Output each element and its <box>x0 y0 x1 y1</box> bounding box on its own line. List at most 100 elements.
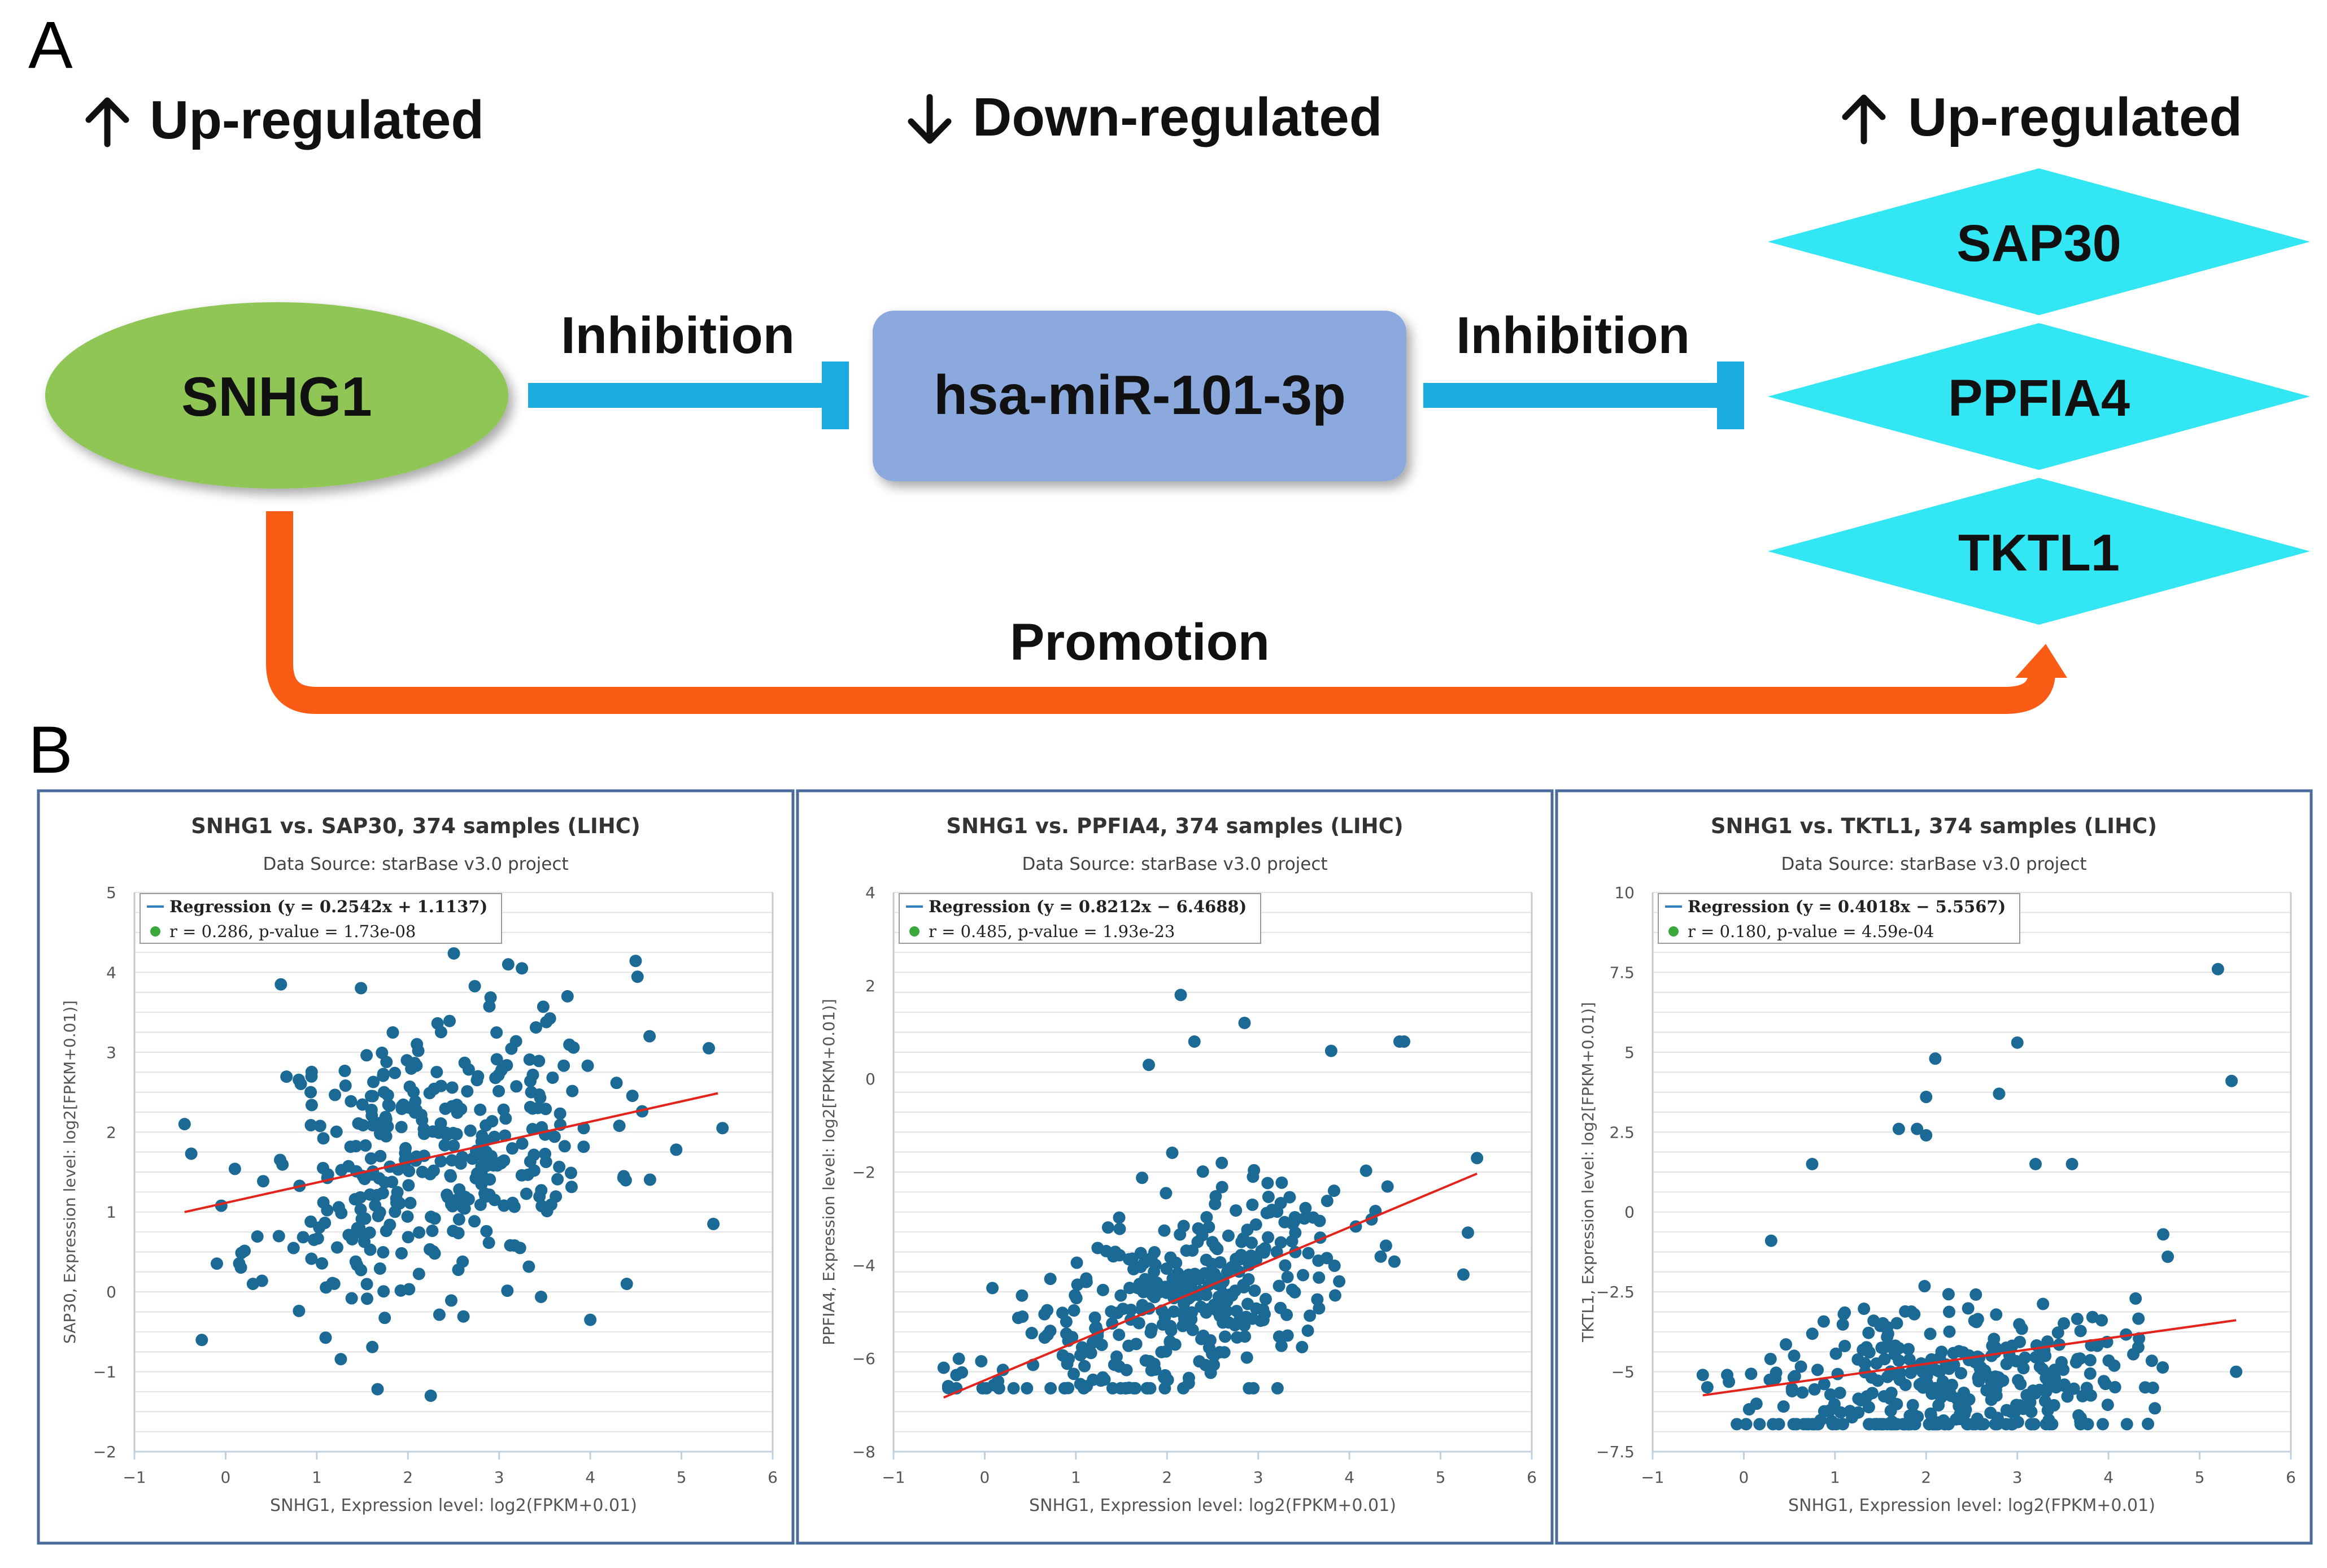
regression-line <box>184 1092 718 1213</box>
data-point <box>1196 1229 1209 1242</box>
data-point <box>178 1118 191 1131</box>
panel-a-label: A <box>28 8 73 82</box>
data-point <box>1324 1044 1337 1057</box>
data-point <box>1237 1279 1250 1292</box>
y-axis-title: TKTL1, Expression level: log2[FPKM+0.01)… <box>1579 1002 1597 1343</box>
data-point <box>2074 1414 2087 1427</box>
data-point <box>1016 1289 1029 1302</box>
data-point <box>1920 1091 1933 1104</box>
data-point <box>2084 1367 2097 1380</box>
data-point <box>1133 1278 1146 1291</box>
data-point <box>433 1308 446 1321</box>
data-point <box>526 1068 539 1081</box>
y-tick-label: 10 <box>1614 883 1635 902</box>
data-point <box>1067 1367 1080 1380</box>
data-point <box>380 1225 393 1238</box>
data-point <box>1217 1316 1230 1329</box>
regression-line <box>1702 1319 2237 1397</box>
data-point <box>2039 1349 2052 1362</box>
data-point <box>321 1168 334 1181</box>
data-point <box>2097 1418 2110 1431</box>
data-point <box>1095 1338 1108 1351</box>
data-point <box>2014 1335 2027 1348</box>
data-point <box>497 1103 510 1116</box>
data-point <box>335 1164 348 1177</box>
data-point <box>1806 1327 1819 1340</box>
data-point <box>1753 1418 1766 1431</box>
legend-point-swatch <box>909 926 920 937</box>
data-point <box>360 1292 373 1305</box>
ppfia4-label: PPFIA4 <box>1948 369 2130 427</box>
data-point <box>1174 1228 1187 1241</box>
legend-point-swatch <box>1668 926 1679 937</box>
data-point <box>1044 1273 1057 1286</box>
x-tick-label: 2 <box>403 1468 413 1487</box>
data-point <box>546 1071 559 1084</box>
data-point <box>377 1068 390 1081</box>
data-point <box>451 1193 464 1206</box>
data-point <box>1924 1327 1937 1340</box>
data-point <box>351 1222 364 1235</box>
x-tick-label: 0 <box>221 1468 231 1487</box>
data-point <box>1149 1258 1162 1271</box>
data-point <box>502 958 515 971</box>
data-point <box>1785 1382 1798 1395</box>
data-point <box>447 1139 460 1152</box>
data-point <box>564 1166 577 1179</box>
data-point <box>210 1257 223 1270</box>
data-point <box>1975 1361 1988 1374</box>
data-point <box>461 1085 474 1098</box>
data-point <box>354 1203 367 1216</box>
data-point <box>434 1026 447 1039</box>
legend-stats-text: r = 0.180, p-value = 4.59e-04 <box>1688 922 1934 941</box>
data-point <box>1160 1187 1173 1200</box>
data-point <box>452 1227 465 1240</box>
inhibition-tee-1 <box>822 361 849 429</box>
data-point <box>2102 1354 2115 1367</box>
data-point <box>408 1056 421 1069</box>
data-point <box>359 1139 372 1152</box>
data-point <box>297 1231 310 1244</box>
data-point <box>1273 1279 1285 1292</box>
data-point <box>428 1082 441 1095</box>
data-point <box>2065 1157 2078 1170</box>
legend-regression-text: Regression (y = 0.8212x − 6.4688) <box>929 897 1247 916</box>
data-point <box>1222 1229 1235 1242</box>
data-point <box>403 1165 416 1178</box>
data-point <box>1307 1211 1320 1224</box>
data-point <box>1069 1289 1082 1302</box>
data-point <box>1066 1331 1079 1344</box>
data-point <box>1984 1406 1997 1419</box>
x-tick-label: 5 <box>1436 1468 1446 1487</box>
mirna-node <box>873 311 1406 481</box>
data-point <box>1740 1418 1753 1431</box>
data-point <box>339 1079 352 1092</box>
data-point <box>1893 1373 1906 1386</box>
data-point <box>1863 1346 1876 1359</box>
data-point <box>1313 1302 1326 1315</box>
data-point <box>1943 1386 1956 1399</box>
data-point <box>1907 1408 1920 1421</box>
data-point <box>565 1181 578 1194</box>
chart-subtitle: Data Source: starBase v3.0 project <box>1781 854 2086 874</box>
data-point <box>380 1056 393 1069</box>
data-point <box>1143 1059 1155 1072</box>
data-point <box>330 1125 343 1138</box>
data-point <box>1202 1221 1215 1234</box>
data-point <box>233 1257 246 1270</box>
data-point <box>321 1204 334 1217</box>
data-point <box>355 982 368 995</box>
data-point <box>315 1257 328 1270</box>
data-point <box>1119 1382 1132 1395</box>
scatter-panel-2: SNHG1 vs. PPFIA4, 374 samples (LIHC) Data… <box>796 789 1554 1545</box>
data-point <box>377 1285 390 1298</box>
data-point <box>506 1196 519 1209</box>
data-point <box>1296 1340 1309 1353</box>
data-point <box>330 1241 343 1254</box>
x-tick-label: 4 <box>2103 1468 2114 1487</box>
data-point <box>563 1038 576 1051</box>
data-point <box>561 990 574 1003</box>
data-point <box>1122 1253 1135 1266</box>
data-point <box>317 1132 330 1145</box>
data-point <box>501 1284 514 1297</box>
